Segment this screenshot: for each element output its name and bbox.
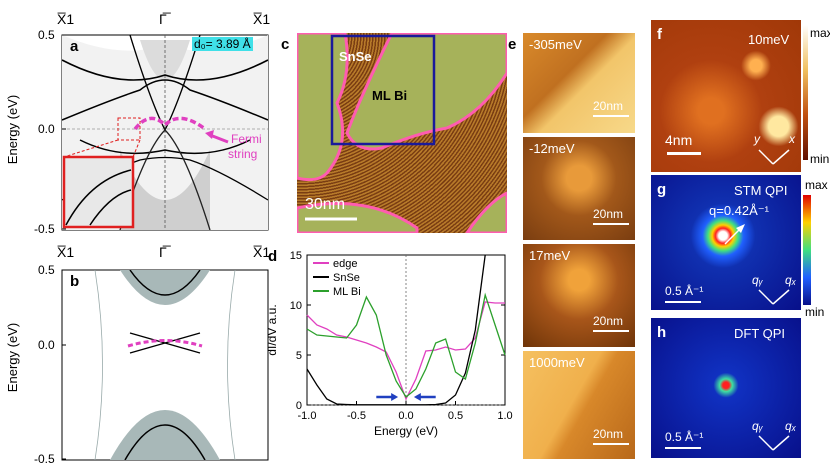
- panel-g-q-label: q=0.42Å⁻¹: [709, 203, 769, 218]
- panel-e-tile-4-energy: 1000meV: [529, 355, 585, 370]
- panel-d-letter: d: [268, 248, 278, 265]
- panel-e-tile-1: -305meV 20nm: [523, 33, 635, 133]
- panel-e-tile-2-energy: -12meV: [529, 141, 575, 156]
- chart-d-ytick-label: 10: [290, 300, 302, 312]
- panel-h-axis-qx: qₓ: [785, 419, 797, 433]
- panel-f-energy: 10meV: [748, 32, 790, 47]
- chart-d-xtick-label: -0.5: [347, 410, 366, 422]
- panel-e-tile-3-scalebar: [593, 330, 629, 332]
- panel-g-scalebar-label: 0.5 Å⁻¹: [665, 284, 704, 298]
- panel-a: X̅1 Γ̅ X̅1 a d₀= 3.89 Å 0.5 0.0 -0.5 Ene…: [0, 0, 280, 240]
- panel-g-colorbar-min: min: [805, 305, 825, 319]
- chart-d-xlabel: Energy (eV): [374, 424, 438, 438]
- panel-e-tile-2-scalebar-label: 20nm: [593, 207, 624, 221]
- panel-a-band-structure: [61, 34, 269, 231]
- panel-a-d0-label: d₀= 3.89 Å: [192, 37, 253, 51]
- panel-e-tile-2-scalebar: [593, 223, 629, 225]
- panel-g-axes-icon: [758, 289, 790, 305]
- chart-d-ytick-label: 15: [290, 250, 302, 262]
- panel-b-ylabel: Energy (eV): [5, 322, 21, 393]
- panel-e-tile-3-scalebar-label: 20nm: [593, 314, 624, 328]
- panel-b-xlabel-left: X̅1: [57, 244, 75, 260]
- panel-a-xlabel-right: X̅1: [253, 11, 271, 27]
- panel-a-ylabel: Energy (eV): [5, 94, 21, 165]
- chart-d-series-line-1: [306, 254, 486, 406]
- chart-d-ytick-label: 0: [296, 400, 302, 412]
- panel-g-axis-qx: qₓ: [785, 273, 797, 287]
- panel-f-scalebar-label: 4nm: [665, 132, 693, 148]
- panel-b-xlabel-right: X̅1: [253, 244, 271, 260]
- panel-e-tile-3-energy: 17meV: [529, 248, 571, 263]
- chart-d-xtick-label: 1.0: [497, 410, 512, 422]
- panel-h-scalebar-label: 0.5 Å⁻¹: [665, 430, 704, 444]
- panel-a-fermi-label-2: string: [228, 147, 258, 161]
- panel-h-letter: h: [657, 324, 667, 341]
- panel-a-xlabel-left: X̅1: [57, 11, 75, 27]
- panel-c-label-snse: SnSe: [339, 49, 372, 64]
- panel-e-tile-1-energy: -305meV: [529, 37, 582, 52]
- panel-g-title: STM QPI: [734, 183, 788, 198]
- panel-a-xlabel-center: Γ̅: [159, 11, 167, 27]
- chart-d-legend-label-0: edge: [333, 258, 357, 270]
- panel-e-letter: e: [508, 36, 517, 53]
- panel-h-axis-qy: qᵧ: [752, 419, 764, 433]
- panel-g-axis-qy: qᵧ: [752, 273, 764, 287]
- panel-d-chart: -1.0 -0.5 0.0 0.5 1.0 0 5 10 15 Energy (eV) dI/dV …: [265, 250, 513, 438]
- panel-e-tile-2: -12meV 20nm: [523, 137, 635, 240]
- panel-c-overlay: [297, 33, 507, 233]
- chart-d-arrow-left-head: [391, 393, 399, 401]
- panel-g-colorbar: [803, 195, 811, 305]
- panel-e-tile-1-scalebar: [593, 115, 629, 117]
- chart-d-legend-label-1: SnSe: [333, 272, 360, 284]
- panel-c-stm-image: SnSe ML Bi 30nm: [297, 33, 507, 233]
- panel-g-letter: g: [657, 181, 667, 198]
- panel-f-colorbar-max: max: [810, 26, 830, 40]
- panel-a-ytick-zero: 0.0: [38, 122, 55, 136]
- panel-b-xlabel-center: Γ̅: [159, 244, 167, 260]
- chart-d-legend-label-2: ML Bi: [333, 286, 361, 298]
- panel-f-letter: f: [657, 26, 662, 43]
- panel-f-colorbar: [803, 25, 808, 160]
- chart-d-xtick-label: 0.5: [448, 410, 463, 422]
- panel-h-image: h DFT QPI 0.5 Å⁻¹ qᵧ qₓ: [651, 318, 801, 458]
- panel-c-label-mlbi: ML Bi: [372, 88, 408, 103]
- panel-b: X̅1 Γ̅ X̅1 b 0.5 0.0 -0.5 Energy (eV): [0, 240, 280, 467]
- panel-g-image: g STM QPI q=0.42Å⁻¹ 0.5 Å⁻¹ qᵧ qₓ: [651, 175, 801, 310]
- panel-e-tile-3: 17meV 20nm: [523, 244, 635, 347]
- chart-d-series-line-2: [306, 292, 506, 398]
- panel-b-ytick-bottom: -0.5: [34, 452, 55, 466]
- panel-f-axis-x: x: [789, 132, 795, 146]
- panel-a-ytick-bottom: -0.5: [34, 222, 55, 236]
- chart-d-ytick-label: 5: [296, 350, 302, 362]
- panel-h-title: DFT QPI: [734, 326, 786, 341]
- chart-d-xtick-label: -1.0: [298, 410, 317, 422]
- panel-b-ytick-zero: 0.0: [38, 338, 55, 352]
- panel-b-letter: b: [70, 273, 80, 290]
- panel-f-axis-y: y: [754, 132, 760, 146]
- panel-a-letter: a: [70, 38, 79, 55]
- panel-g-colorbar-max: max: [805, 178, 828, 192]
- panel-f-scalebar: [667, 152, 701, 155]
- panel-h-scalebar: [665, 447, 701, 449]
- chart-d-xtick-label: 0.0: [398, 410, 413, 422]
- panel-c-scalebar-label: 30nm: [305, 196, 346, 213]
- panel-g-scalebar: [665, 301, 701, 303]
- panel-e-tile-4-scalebar-label: 20nm: [593, 427, 624, 441]
- panel-f-image: f 10meV 4nm y x: [651, 20, 801, 172]
- panel-b-ytick-top: 0.5: [38, 263, 55, 277]
- panel-c-letter: c: [281, 36, 290, 53]
- panel-a-fermi-label-1: Fermi: [231, 132, 262, 146]
- panel-f-axes-icon: [758, 149, 790, 165]
- panel-a-ytick-top: 0.5: [38, 28, 55, 42]
- panel-e-tile-4: 1000meV 20nm: [523, 351, 635, 459]
- panel-h-axes-icon: [758, 435, 790, 451]
- panel-e-tile-4-scalebar: [593, 443, 629, 445]
- chart-d-ylabel: dI/dV a.u.: [265, 304, 279, 355]
- panel-g-arrow: [724, 224, 745, 245]
- panel-e-tile-1-scalebar-label: 20nm: [593, 99, 624, 113]
- chart-d-arrow-right-head: [413, 393, 421, 401]
- panel-f-colorbar-min: min: [810, 152, 830, 166]
- panel-b-band-structure: [61, 269, 269, 461]
